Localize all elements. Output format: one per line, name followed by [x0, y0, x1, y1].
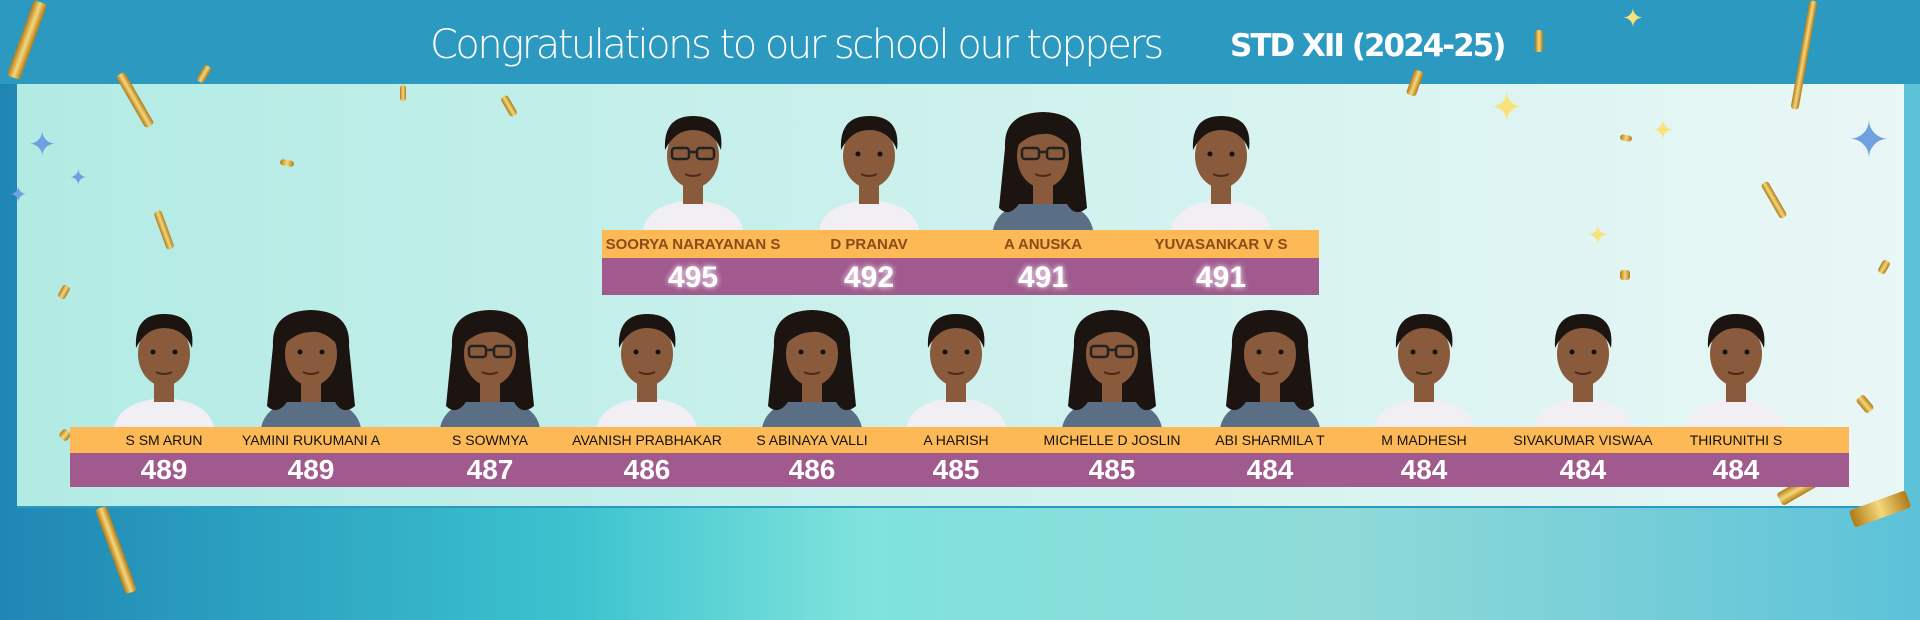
- student-name: SIVAKUMAR VISWAA: [1513, 432, 1653, 448]
- student-score: 484: [1559, 454, 1607, 485]
- header-banner: Congratulations to our school our topper…: [0, 0, 1920, 84]
- student-score: 492: [843, 260, 895, 294]
- student-score: 495: [667, 260, 719, 294]
- student-name: S SM ARUN: [125, 432, 203, 448]
- student-score: 485: [932, 454, 980, 485]
- student-name: A HARISH: [923, 432, 989, 448]
- sparkle-icon: ✦: [28, 126, 57, 164]
- student-photo: [251, 306, 371, 433]
- student-photo: [430, 306, 550, 433]
- student-name: YAMINI RUKUMANI A: [241, 432, 381, 448]
- student-name: D PRANAV: [830, 236, 908, 253]
- sparkle-icon: ✦: [69, 165, 88, 190]
- page-title: Congratulations to our school our topper…: [430, 22, 1164, 68]
- student-name: ABI SHARMILA T: [1215, 432, 1325, 448]
- student-photo: [1523, 306, 1643, 433]
- student-name: S SOWMYA: [452, 432, 528, 448]
- student-name: YUVASANKAR V S: [1154, 236, 1288, 253]
- top-row-strip: SOORYA NARAYANAN S 495 D PRANAV 492 A ANUSKA…: [602, 230, 1319, 295]
- confetti-piece: [1535, 30, 1543, 52]
- sparkle-icon: ✦: [1490, 86, 1524, 130]
- student-name: A ANUSKA: [1003, 236, 1083, 253]
- student-name: S ABINAYA VALLI: [756, 432, 868, 448]
- confetti-piece: [94, 505, 138, 595]
- student-name: SOORYA NARAYANAN S: [605, 236, 781, 253]
- student-score: 485: [1088, 454, 1136, 485]
- confetti-piece: [1620, 270, 1630, 280]
- sparkle-icon: ✦: [9, 182, 28, 207]
- student-photo: [587, 306, 707, 433]
- student-photo: [633, 108, 753, 235]
- sparkle-icon: ✦: [1587, 220, 1609, 250]
- student-score: 487: [466, 454, 514, 485]
- student-name: AVANISH PRABHAKAR: [572, 432, 722, 448]
- student-photo: [1676, 306, 1796, 433]
- student-name: MICHELLE D JOSLIN: [1043, 432, 1181, 448]
- student-score: 491: [1195, 260, 1247, 294]
- student-photo: [983, 108, 1103, 235]
- bottom-row-strip: S SM ARUN 489 YAMINI RUKUMANI A 489 S SOWMYA…: [70, 427, 1849, 487]
- student-photo: [752, 306, 872, 433]
- student-name: THIRUNITHI S: [1689, 432, 1783, 448]
- student-score: 484: [1246, 454, 1294, 485]
- page-subtitle: STD XII (2024-25): [1230, 28, 1506, 64]
- student-photo: [1210, 306, 1330, 433]
- student-score: 484: [1712, 454, 1760, 485]
- student-photo: [1364, 306, 1484, 433]
- student-score: 484: [1400, 454, 1448, 485]
- student-name: M MADHESH: [1381, 432, 1467, 448]
- student-score: 491: [1017, 260, 1069, 294]
- student-photo: [809, 108, 929, 235]
- sparkle-icon: ✦: [1652, 115, 1674, 145]
- sparkle-icon: ✦: [1848, 112, 1890, 168]
- student-photo: [896, 306, 1016, 433]
- student-photo: [1161, 108, 1281, 235]
- student-photo: [1052, 306, 1172, 433]
- student-score: 489: [140, 454, 188, 485]
- sparkle-icon: ✦: [1622, 3, 1644, 33]
- student-score: 486: [623, 454, 671, 485]
- confetti-piece: [400, 85, 406, 101]
- student-photo: [104, 306, 224, 433]
- student-score: 489: [287, 454, 335, 485]
- student-score: 486: [788, 454, 836, 485]
